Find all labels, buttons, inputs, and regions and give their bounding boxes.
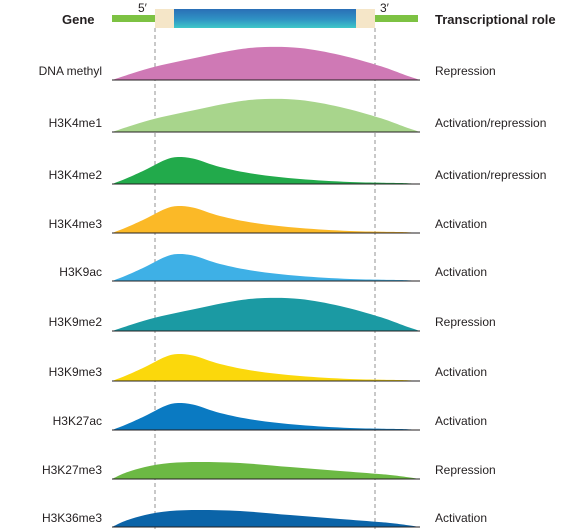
track-name-label: H3K9me3 [49,365,103,379]
track-h3k36me3: H3K36me3 Activation [42,510,487,528]
track-h3k4me2: H3K4me2 Activation/repression [49,156,546,185]
role-header: Transcriptional role [435,12,556,27]
gene-5utr [155,9,175,28]
track-name-label: H3K27me3 [42,463,102,477]
track-role-label: Activation [435,414,487,428]
track-name-label: H3K27ac [53,414,102,428]
track-role-label: Activation/repression [435,168,546,182]
track-profile-area [112,46,420,80]
track-dna-methyl: DNA methyl Repression [39,46,496,81]
gene-schematic [112,9,418,28]
gene-body [174,9,356,28]
track-role-label: Activation [435,511,487,525]
track-role-label: Repression [435,315,496,329]
three-prime-label: 3′ [380,1,390,15]
five-prime-label: 5′ [138,1,148,15]
track-profile-area [112,156,420,184]
track-profile-area [112,205,420,233]
track-role-label: Activation [435,217,487,231]
gene-upstream-flank [112,15,156,22]
track-h3k9me2: H3K9me2 Repression [49,297,496,332]
track-role-label: Repression [435,463,496,477]
gene-3utr [355,9,375,28]
track-h3k9ac: H3K9ac Activation [59,253,487,282]
track-h3k9me3: H3K9me3 Activation [49,353,487,382]
track-name-label: DNA methyl [39,64,102,78]
track-profile-area [112,297,420,331]
track-profile-area [112,253,420,281]
track-profile-area [112,402,420,430]
track-h3k27me3: H3K27me3 Repression [42,462,496,480]
track-h3k27ac: H3K27ac Activation [53,402,487,431]
tracks-group: DNA methyl Repression H3K4me1 Activation/re… [39,46,546,528]
gene-downstream-flank [374,15,418,22]
track-name-label: H3K9ac [59,265,102,279]
track-role-label: Activation [435,365,487,379]
track-name-label: H3K4me2 [49,168,103,182]
track-profile-area [112,353,420,381]
gene-header: Gene [62,12,95,27]
track-name-label: H3K4me1 [49,116,103,130]
track-profile-area [112,462,420,479]
track-profile-area [112,98,420,132]
track-name-label: H3K4me3 [49,217,103,231]
track-name-label: H3K9me2 [49,315,103,329]
track-h3k4me1: H3K4me1 Activation/repression [49,98,546,133]
track-name-label: H3K36me3 [42,511,102,525]
track-profile-area [112,510,420,527]
track-h3k4me3: H3K4me3 Activation [49,205,487,234]
track-role-label: Activation [435,265,487,279]
track-role-label: Repression [435,64,496,78]
track-role-label: Activation/repression [435,116,546,130]
